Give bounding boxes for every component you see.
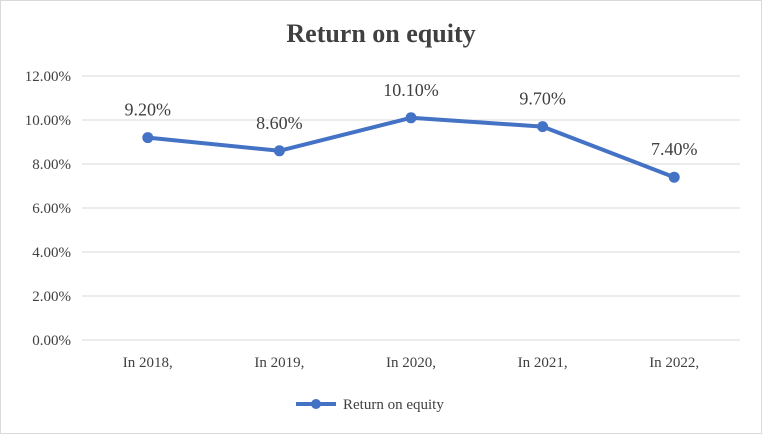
chart-title: Return on equity (286, 19, 475, 48)
data-point (405, 112, 417, 124)
x-axis-ticks: In 2018, In 2019, In 2020, In 2021, In 2022, (123, 355, 699, 371)
x-tick-label: In 2020, (386, 355, 436, 371)
y-tick-label: 12.00% (25, 69, 71, 85)
series-line (145, 115, 677, 180)
data-point (142, 132, 154, 144)
legend: Return on equity (296, 397, 444, 413)
x-tick-label: In 2022, (649, 355, 699, 371)
legend-marker-icon (311, 399, 321, 409)
x-tick-label: In 2021, (518, 355, 568, 371)
y-axis-ticks: 0.00% 2.00% 4.00% 6.00% 8.00% 10.00% 12.00% (25, 69, 71, 349)
y-tick-label: 0.00% (32, 333, 71, 349)
data-label: 10.10% (383, 80, 439, 100)
data-label: 9.70% (519, 89, 566, 109)
series-group (142, 112, 680, 183)
data-point (537, 121, 549, 133)
x-tick-label: In 2018, (123, 355, 173, 371)
data-point (273, 145, 285, 157)
y-tick-label: 10.00% (25, 113, 71, 129)
data-label: 9.20% (125, 100, 172, 120)
y-tick-label: 2.00% (32, 289, 71, 305)
data-labels: 9.20% 8.60% 10.10% 9.70% 7.40% (125, 80, 698, 159)
y-tick-label: 6.00% (32, 201, 71, 217)
y-tick-label: 4.00% (32, 245, 71, 261)
data-label: 8.60% (256, 113, 303, 133)
legend-label: Return on equity (343, 397, 444, 413)
data-point (668, 171, 680, 183)
x-tick-label: In 2019, (254, 355, 304, 371)
y-tick-label: 8.00% (32, 157, 71, 173)
data-label: 7.40% (651, 139, 698, 159)
